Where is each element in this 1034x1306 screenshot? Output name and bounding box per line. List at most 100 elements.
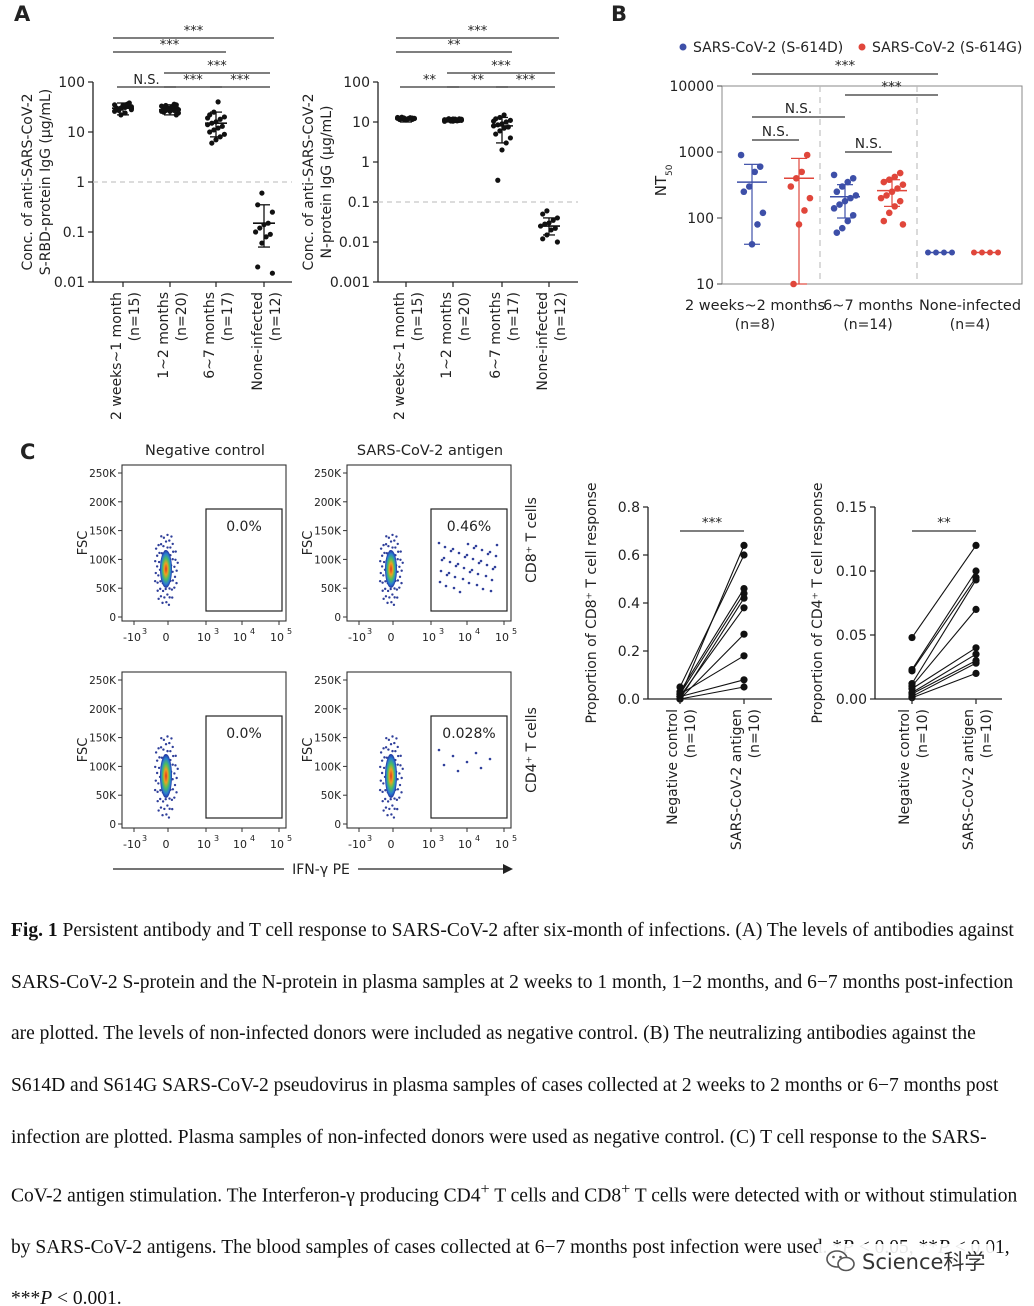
pair-line bbox=[679, 593, 745, 695]
significance-label: ** bbox=[448, 38, 462, 53]
flow-event bbox=[157, 543, 160, 547]
data-point bbox=[806, 194, 814, 202]
pair-line bbox=[911, 672, 977, 699]
watermark-text: Science科学 bbox=[862, 1250, 986, 1274]
flow-event bbox=[494, 554, 498, 558]
flow-y-tick-label: 0 bbox=[334, 612, 341, 624]
flow-event bbox=[162, 544, 165, 548]
pair-line bbox=[679, 588, 745, 693]
flow-event bbox=[399, 558, 402, 561]
caption-text-6: < 0.001. bbox=[52, 1288, 122, 1306]
group-n: (n=14) bbox=[843, 317, 892, 333]
panel-a-s-rbd-chart: 0.01 0.1 1 10 100 Conc. of anti-SARS-CoV-2 S-R… bbox=[20, 24, 292, 420]
flow-x-tick-label: 10 bbox=[495, 631, 509, 644]
flow-event bbox=[162, 536, 166, 539]
flow-x-tick-label: 0 bbox=[388, 838, 395, 851]
flow-event bbox=[378, 579, 382, 583]
y-tick-label: 0.00 bbox=[836, 692, 867, 708]
flow-event bbox=[175, 569, 178, 572]
data-point bbox=[759, 209, 767, 217]
flow-event bbox=[379, 571, 382, 575]
flow-x-axis-label-bg bbox=[284, 860, 358, 878]
flow-event bbox=[159, 580, 162, 583]
data-point bbox=[896, 169, 904, 177]
flow-event bbox=[173, 796, 176, 799]
flow-event bbox=[390, 813, 393, 816]
flow-event bbox=[398, 586, 401, 589]
y-tick-label: 100 bbox=[58, 75, 85, 91]
flow-event bbox=[396, 570, 399, 574]
data-point bbox=[740, 594, 748, 602]
flow-gate-value: 0.46% bbox=[447, 519, 491, 535]
caption-p-3: P bbox=[40, 1288, 53, 1306]
flow-event bbox=[440, 558, 444, 562]
data-point bbox=[972, 605, 980, 614]
flow-event bbox=[156, 589, 159, 592]
flow-event bbox=[467, 581, 471, 585]
pair-line bbox=[911, 653, 977, 694]
y-axis-label-line1: Conc. of anti-SARS-CoV-2 bbox=[20, 93, 36, 270]
data-point bbox=[899, 181, 907, 188]
flow-x-axis-label: IFN-γ PE bbox=[292, 862, 350, 878]
data-point bbox=[740, 683, 748, 691]
flow-plot-frame bbox=[346, 464, 512, 622]
pair-line bbox=[679, 655, 745, 695]
y-tick-label: 0.1 bbox=[348, 195, 370, 211]
x-tick-n: (n=15) bbox=[410, 292, 426, 341]
flow-event bbox=[379, 547, 383, 550]
flow-event bbox=[175, 776, 178, 780]
x-tick-label: SARS-CoV-2 antigen bbox=[961, 709, 977, 850]
flow-y-axis-label: FSC bbox=[301, 531, 316, 556]
flow-event bbox=[154, 751, 158, 754]
flow-x-tick-label: 10 bbox=[270, 631, 284, 644]
flow-event bbox=[470, 568, 474, 572]
data-point bbox=[259, 240, 265, 246]
flow-plot-frame bbox=[121, 464, 287, 622]
flow-event bbox=[447, 571, 451, 575]
flow-event bbox=[166, 749, 169, 753]
flow-density-core bbox=[385, 550, 397, 588]
data-point bbox=[493, 131, 499, 137]
flow-event bbox=[400, 791, 403, 794]
legend-marker bbox=[858, 43, 866, 51]
flow-event bbox=[399, 754, 402, 758]
flow-x-tick-label: 10 bbox=[233, 838, 247, 851]
significance-label: N.S. bbox=[133, 73, 159, 88]
flow-event bbox=[159, 595, 163, 598]
legend-label: SARS-CoV-2 (S-614G) bbox=[872, 40, 1022, 56]
flow-event bbox=[155, 759, 159, 762]
flow-gate-value: 0.0% bbox=[226, 519, 262, 535]
flow-event bbox=[444, 584, 448, 588]
data-point bbox=[880, 178, 888, 186]
flow-event bbox=[390, 600, 393, 604]
flow-title-antigen: SARS-CoV-2 antigen bbox=[357, 443, 503, 459]
data-point bbox=[259, 190, 265, 196]
flow-y-tick-label: 150K bbox=[89, 526, 117, 538]
y-tick-label: 0.001 bbox=[330, 275, 370, 291]
flow-x-tick-label: -10 bbox=[348, 631, 366, 644]
flow-gate-value: 0.028% bbox=[442, 726, 495, 742]
significance-label: *** bbox=[183, 73, 203, 88]
y-tick-label: 10 bbox=[696, 277, 714, 293]
flow-event bbox=[393, 587, 396, 590]
x-tick-label: None-infected bbox=[250, 292, 266, 391]
flow-x-tick-label: 0 bbox=[163, 838, 170, 851]
flow-event bbox=[394, 546, 397, 549]
data-point bbox=[540, 211, 546, 217]
flow-event bbox=[448, 560, 452, 564]
flow-event bbox=[384, 746, 388, 749]
flow-y-tick-label: 100K bbox=[89, 761, 117, 773]
flow-x-tick-exp: 3 bbox=[439, 627, 444, 636]
flow-event bbox=[398, 772, 401, 775]
flow-event bbox=[156, 790, 159, 794]
flow-event bbox=[396, 788, 400, 791]
flow-x-tick-label: 10 bbox=[233, 631, 247, 644]
flow-event bbox=[388, 807, 391, 811]
panel-c-cd4-chart: 0.00 0.05 0.10 0.15 Proportion of CD4⁺ T cel… bbox=[810, 482, 1002, 850]
flow-event bbox=[174, 550, 177, 553]
data-point bbox=[740, 551, 748, 559]
flow-event bbox=[169, 749, 172, 753]
flow-event bbox=[378, 788, 382, 792]
wechat-icon bbox=[826, 1250, 855, 1272]
flow-event bbox=[383, 797, 387, 801]
